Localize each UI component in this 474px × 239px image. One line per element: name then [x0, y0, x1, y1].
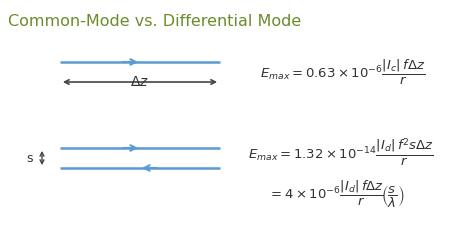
Text: s: s — [27, 152, 33, 164]
Text: $E_{max} = 1.32\times10^{-14}\dfrac{|I_d|\,f^{2}s\Delta z}{r}$: $E_{max} = 1.32\times10^{-14}\dfrac{|I_d… — [248, 136, 434, 168]
Text: $\Delta z$: $\Delta z$ — [130, 75, 149, 89]
Text: Common-Mode vs. Differential Mode: Common-Mode vs. Differential Mode — [8, 14, 301, 29]
Text: $= 4\times10^{-6}\dfrac{|I_d|\,f\Delta z}{r}\!\left(\dfrac{s}{\lambda}\right)$: $= 4\times10^{-6}\dfrac{|I_d|\,f\Delta z… — [268, 179, 405, 210]
Text: $E_{max} = 0.63\times10^{-6}\dfrac{|I_c|\,f\Delta z}{r}$: $E_{max} = 0.63\times10^{-6}\dfrac{|I_c|… — [260, 57, 425, 87]
